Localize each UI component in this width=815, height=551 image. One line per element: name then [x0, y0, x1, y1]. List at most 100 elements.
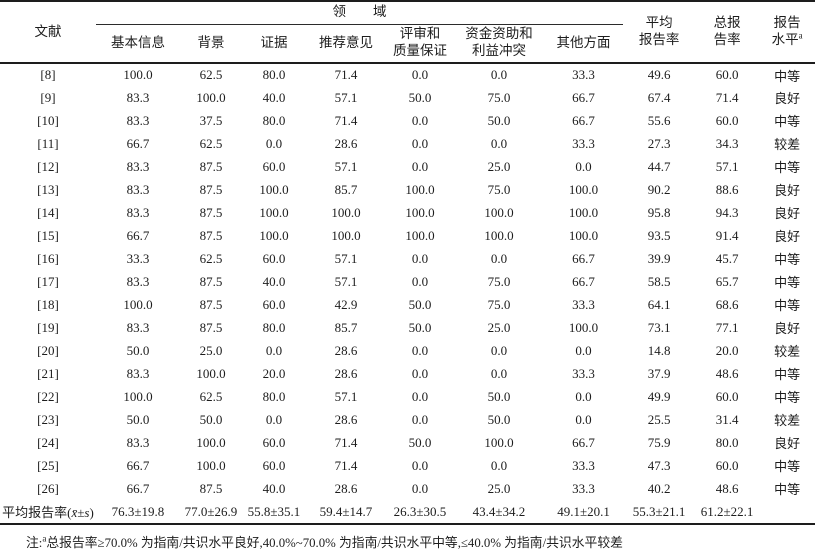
table-row: [9] 83.3 100.0 40.0 57.1 50.0 75.0 66.7 67.4 71.4… [0, 86, 815, 109]
cell-rate-value: 58.5 [647, 273, 671, 289]
cell-rate-value: 28.6 [334, 411, 358, 427]
cell-rate-value: 66.7 [126, 227, 150, 243]
cell-rate-value: 37.9 [647, 365, 671, 381]
summary-value: 61.2±22.1 [700, 503, 754, 519]
header-literature: 文献 [34, 23, 62, 39]
table-row: [20] 50.0 25.0 0.0 28.6 0.0 0.0 0.0 14.8 20.0 较差 [0, 339, 815, 362]
cell-rate-value: 100.0 [331, 227, 361, 243]
header-report-level: 报告 水平a [759, 1, 815, 63]
summary-value: 49.1±20.1 [557, 503, 610, 519]
table-row: [8] 100.0 62.5 80.0 71.4 0.0 0.0 33.3 49.6 60.0 中等 [0, 63, 815, 86]
summary-label: 平均报告率(x̄±s) [2, 505, 94, 520]
cell-rate-value: 100.0 [123, 388, 153, 404]
cell-rate-value: 100.0 [405, 181, 435, 197]
cell-rate-value: 33.3 [572, 296, 595, 312]
cell-reference: [9] [40, 89, 56, 105]
cell-rate-value: 0.0 [411, 457, 429, 473]
summary-level-empty [759, 500, 815, 524]
footnote-prefix: 注: [26, 536, 43, 550]
cell-rate-value: 100.0 [568, 319, 599, 335]
table-header: 文献 领 域 平均 报告率 总报 告率 报告 水平a 基本信息 背景 证据 推荐… [0, 1, 815, 63]
table-row: [15] 66.7 87.5 100.0 100.0 100.0 100.0 100.0 93.… [0, 224, 815, 247]
cell-rate-value: 25.5 [647, 411, 671, 427]
cell-rate-value: 0.0 [411, 135, 429, 151]
cell-rate-value: 0.0 [265, 342, 283, 358]
cell-rate-value: 90.2 [647, 181, 671, 197]
cell-rate-value: 62.5 [199, 67, 223, 82]
cell-rate-value: 42.9 [334, 296, 358, 312]
cell-rate-value: 28.6 [334, 480, 358, 496]
cell-rate-value: 0.0 [411, 250, 429, 266]
cell-report-level: 较差 [774, 344, 801, 359]
header-average-rate: 平均 报告率 [638, 15, 680, 47]
cell-report-level: 中等 [774, 459, 801, 474]
cell-rate-value: 0.0 [411, 388, 429, 404]
cell-rate-value: 83.3 [126, 319, 150, 335]
cell-rate-value: 60.0 [262, 434, 286, 450]
cell-reference: [10] [37, 112, 59, 128]
cell-rate-value: 37.5 [199, 112, 223, 128]
cell-rate-value: 100.0 [484, 227, 514, 243]
table-row: [17] 83.3 87.5 40.0 57.1 0.0 75.0 66.7 58.5 65.7 中… [0, 270, 815, 293]
cell-rate-value: 0.0 [265, 411, 283, 427]
cell-rate-value: 95.8 [647, 204, 671, 220]
table-row: [25] 66.7 100.0 60.0 71.4 0.0 0.0 33.3 47.3 60.0 中… [0, 454, 815, 477]
header-report-level-superscript: a [798, 30, 803, 41]
cell-reference: [23] [37, 411, 59, 427]
cell-rate-value: 65.7 [715, 273, 739, 289]
cell-rate-value: 77.1 [715, 319, 739, 335]
footnote-superscript: a [42, 533, 47, 544]
cell-rate-value: 0.0 [575, 411, 592, 427]
cell-rate-value: 25.0 [487, 319, 511, 335]
header-recommendations: 推荐意见 [319, 34, 373, 50]
cell-rate-value: 49.6 [647, 67, 671, 82]
cell-rate-value: 20.0 [715, 342, 739, 358]
summary-value: 55.3±21.1 [632, 503, 686, 519]
cell-rate-value: 71.4 [334, 67, 358, 82]
cell-rate-value: 73.1 [647, 319, 671, 335]
cell-rate-value: 85.7 [334, 181, 358, 197]
header-domain-spanner: 领 域 [96, 1, 624, 25]
cell-report-level: 中等 [774, 298, 801, 313]
cell-rate-value: 71.4 [715, 89, 739, 105]
cell-reference: [20] [37, 342, 59, 358]
cell-rate-value: 60.0 [262, 457, 286, 473]
cell-rate-value: 0.0 [490, 457, 508, 473]
cell-rate-value: 83.3 [126, 365, 150, 381]
cell-rate-value: 0.0 [265, 135, 283, 151]
cell-rate-value: 71.4 [334, 434, 358, 450]
cell-rate-value: 87.5 [199, 273, 223, 289]
cell-rate-value: 100.0 [568, 227, 599, 243]
cell-reference: [12] [37, 158, 59, 174]
cell-rate-value: 75.0 [487, 89, 511, 105]
cell-rate-value: 60.0 [715, 457, 739, 473]
cell-rate-value: 50.0 [408, 434, 432, 450]
cell-rate-value: 33.3 [572, 67, 595, 82]
cell-rate-value: 49.9 [647, 388, 671, 404]
cell-rate-value: 100.0 [123, 296, 153, 312]
cell-rate-value: 87.5 [199, 181, 223, 197]
cell-rate-value: 75.9 [647, 434, 671, 450]
cell-rate-value: 44.7 [647, 158, 671, 174]
cell-rate-value: 62.5 [199, 388, 223, 404]
cell-rate-value: 50.0 [487, 411, 511, 427]
cell-rate-value: 100.0 [484, 434, 514, 450]
cell-rate-value: 87.5 [199, 296, 223, 312]
table-row: [11] 66.7 62.5 0.0 28.6 0.0 0.0 33.3 27.3 34.3 较差 [0, 132, 815, 155]
cell-reference: [8] [40, 67, 56, 82]
cell-rate-value: 100.0 [259, 204, 289, 220]
cell-rate-value: 0.0 [490, 67, 508, 82]
header-spanner-row: 文献 领 域 平均 报告率 总报 告率 报告 水平a [0, 1, 815, 47]
cell-rate-value: 83.3 [126, 181, 150, 197]
cell-rate-value: 57.1 [334, 388, 358, 404]
cell-rate-value: 50.0 [126, 411, 150, 427]
table-row: [22] 100.0 62.5 80.0 57.1 0.0 50.0 0.0 49.9 60.0 中… [0, 385, 815, 408]
cell-rate-value: 62.5 [199, 250, 223, 266]
cell-rate-value: 66.7 [572, 89, 595, 105]
cell-rate-value: 50.0 [408, 296, 432, 312]
cell-reference: [15] [37, 227, 59, 243]
cell-rate-value: 75.0 [487, 181, 511, 197]
cell-rate-value: 75.0 [487, 273, 511, 289]
cell-rate-value: 33.3 [572, 135, 595, 151]
cell-reference: [22] [37, 388, 59, 404]
